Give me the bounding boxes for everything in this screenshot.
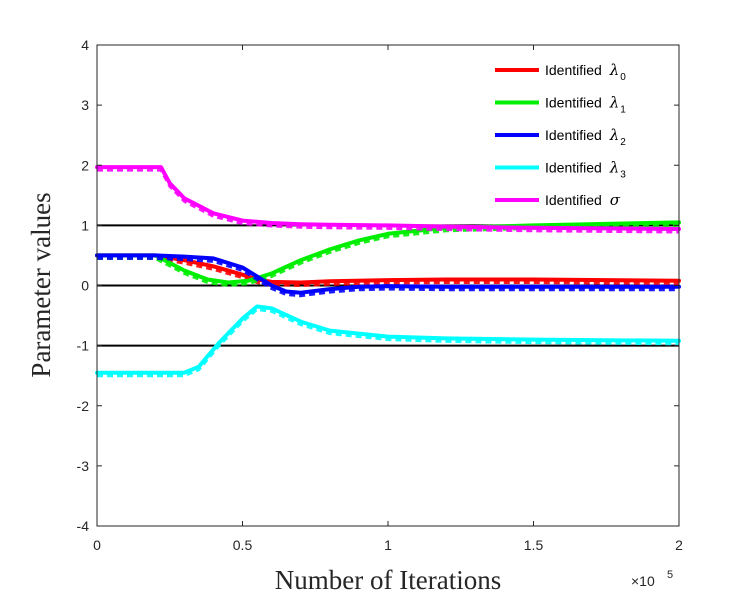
legend-label-text-1: Identified xyxy=(545,95,606,111)
series-line-0-run2 xyxy=(97,256,680,288)
y-tick-label-1: -3 xyxy=(77,458,90,474)
y-tick-label-7: 3 xyxy=(81,97,89,113)
series-lines xyxy=(95,165,681,378)
legend-label-symbol-1: λ xyxy=(609,94,620,112)
y-tick-label-5: 1 xyxy=(81,217,89,233)
y-tick-label-6: 2 xyxy=(81,157,89,173)
y-axis-label: Parameter values xyxy=(26,192,56,377)
y-tick-label-0: -4 xyxy=(77,518,90,534)
legend-label-subscript-1: 1 xyxy=(620,105,626,116)
y-tick-label-3: -1 xyxy=(77,338,90,354)
series-line-3-run2 xyxy=(97,307,680,378)
legend-label-4: Identified σ xyxy=(545,191,621,209)
legend-label-text-4: Identified xyxy=(545,192,606,208)
legend-label-1: Identified λ1 xyxy=(545,94,626,116)
x-tick-label-4: 2 xyxy=(675,537,683,553)
x-axis-multiplier-exponent: 5 xyxy=(667,569,673,581)
legend-label-text-2: Identified xyxy=(545,127,606,143)
legend-label-text-3: Identified xyxy=(545,160,606,176)
series-line-3 xyxy=(95,304,681,375)
series-line-2 xyxy=(95,253,681,295)
y-tick-label-4: 0 xyxy=(81,278,89,294)
legend-label-0: Identified λ0 xyxy=(545,61,626,83)
x-tick-label-3: 1.5 xyxy=(524,537,544,553)
x-axis-multiplier: ×10 xyxy=(631,573,655,589)
legend-label-symbol-3: λ xyxy=(609,159,620,177)
x-axis-ticks: 0 0.5 1 1.5 2 xyxy=(93,45,683,553)
y-axis-ticks: -4 -3 -2 -1 0 1 2 3 4 xyxy=(77,37,679,534)
series-line-4 xyxy=(95,165,681,231)
legend-label-subscript-3: 3 xyxy=(620,170,626,181)
legend-label-text-0: Identified xyxy=(545,62,606,78)
legend-label-2: Identified λ2 xyxy=(545,126,626,148)
x-axis-label: Number of Iterations xyxy=(275,565,501,595)
x-tick-label-0: 0 xyxy=(93,537,101,553)
series-line-1-run2 xyxy=(97,223,680,288)
legend-label-symbol-2: λ xyxy=(609,126,620,144)
legend-label-subscript-0: 0 xyxy=(620,72,626,83)
legend-label-3: Identified λ3 xyxy=(545,159,626,181)
legend-label-subscript-2: 2 xyxy=(620,137,626,148)
series-line-4-run2 xyxy=(97,168,680,234)
y-tick-label-8: 4 xyxy=(81,37,89,53)
y-tick-label-2: -2 xyxy=(77,398,90,414)
legend-label-symbol-4: σ xyxy=(610,191,621,209)
series-line-0 xyxy=(95,253,681,285)
legend-label-symbol-0: λ xyxy=(609,61,620,79)
x-tick-label-1: 0.5 xyxy=(233,537,253,553)
x-tick-label-2: 1 xyxy=(384,537,392,553)
